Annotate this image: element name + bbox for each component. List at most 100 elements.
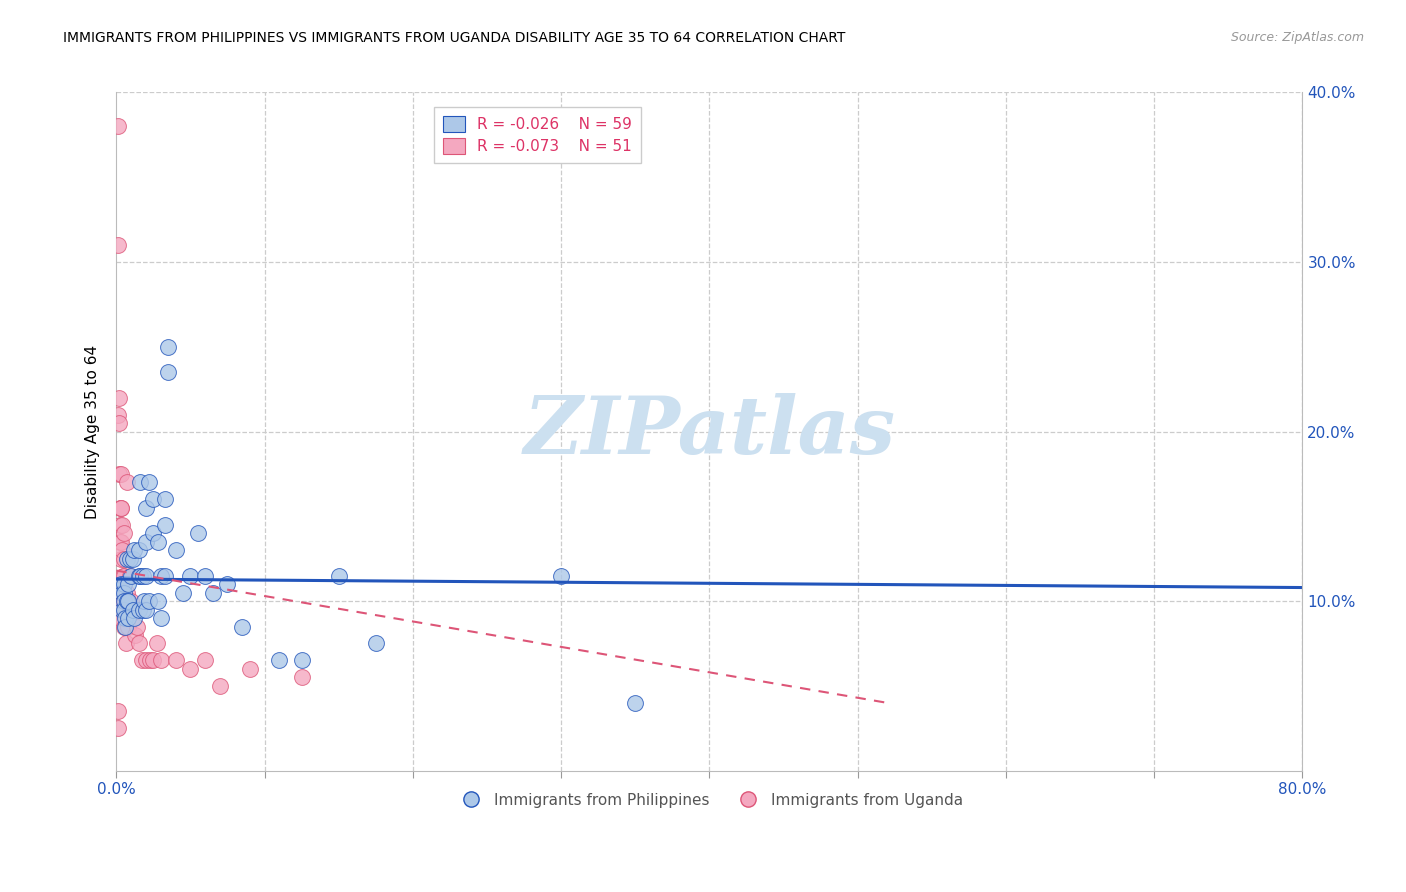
Point bbox=[125, 619, 148, 633]
Point bbox=[115, 594, 138, 608]
Point bbox=[115, 551, 138, 566]
Point bbox=[138, 475, 160, 490]
Legend: Immigrants from Philippines, Immigrants from Uganda: Immigrants from Philippines, Immigrants … bbox=[450, 787, 969, 814]
Point bbox=[115, 636, 138, 650]
Point bbox=[128, 602, 150, 616]
Point bbox=[114, 611, 136, 625]
Point bbox=[107, 120, 129, 134]
Point bbox=[165, 653, 187, 667]
Point bbox=[129, 568, 152, 582]
Point bbox=[120, 594, 142, 608]
Point bbox=[111, 602, 134, 616]
Point bbox=[112, 602, 135, 616]
Point bbox=[135, 653, 157, 667]
Point bbox=[117, 585, 139, 599]
Point bbox=[112, 551, 135, 566]
Point bbox=[131, 653, 153, 667]
Point bbox=[110, 551, 132, 566]
Point bbox=[117, 611, 139, 625]
Point bbox=[364, 636, 387, 650]
Point bbox=[117, 619, 139, 633]
Point bbox=[194, 568, 217, 582]
Point bbox=[122, 611, 145, 625]
Point bbox=[187, 526, 209, 541]
Point bbox=[121, 602, 143, 616]
Point bbox=[108, 416, 131, 430]
Text: Source: ZipAtlas.com: Source: ZipAtlas.com bbox=[1230, 31, 1364, 45]
Point bbox=[138, 653, 160, 667]
Point bbox=[624, 696, 647, 710]
Point bbox=[217, 577, 239, 591]
Point bbox=[129, 475, 152, 490]
Point bbox=[157, 365, 180, 379]
Point bbox=[128, 543, 150, 558]
Point bbox=[153, 568, 176, 582]
Point bbox=[107, 704, 129, 718]
Point bbox=[146, 534, 169, 549]
Point bbox=[135, 534, 157, 549]
Point bbox=[291, 670, 314, 684]
Point bbox=[121, 602, 143, 616]
Point bbox=[107, 408, 129, 422]
Point bbox=[122, 543, 145, 558]
Point bbox=[132, 602, 155, 616]
Point bbox=[231, 619, 253, 633]
Point bbox=[149, 611, 172, 625]
Point bbox=[114, 594, 136, 608]
Point bbox=[209, 679, 232, 693]
Point bbox=[179, 568, 201, 582]
Point bbox=[142, 492, 165, 507]
Point bbox=[120, 568, 142, 582]
Point bbox=[239, 662, 262, 676]
Point bbox=[269, 653, 291, 667]
Point bbox=[110, 534, 132, 549]
Point bbox=[110, 500, 132, 515]
Point bbox=[110, 577, 132, 591]
Point bbox=[110, 500, 132, 515]
Point bbox=[128, 636, 150, 650]
Point bbox=[165, 543, 187, 558]
Point bbox=[111, 543, 134, 558]
Point bbox=[110, 467, 132, 481]
Point bbox=[153, 492, 176, 507]
Point bbox=[111, 517, 134, 532]
Point bbox=[157, 340, 180, 354]
Point bbox=[112, 619, 135, 633]
Point bbox=[110, 585, 132, 599]
Point bbox=[135, 500, 157, 515]
Point bbox=[134, 594, 156, 608]
Point bbox=[172, 585, 194, 599]
Point bbox=[201, 585, 224, 599]
Point bbox=[179, 662, 201, 676]
Point bbox=[135, 568, 157, 582]
Point bbox=[124, 628, 146, 642]
Point bbox=[111, 568, 134, 582]
Point bbox=[112, 585, 135, 599]
Point bbox=[112, 577, 135, 591]
Point bbox=[117, 577, 139, 591]
Point bbox=[118, 568, 141, 582]
Point bbox=[112, 594, 135, 608]
Point bbox=[108, 391, 131, 405]
Point bbox=[115, 475, 138, 490]
Point bbox=[111, 585, 134, 599]
Point bbox=[138, 594, 160, 608]
Point bbox=[118, 551, 141, 566]
Point bbox=[107, 238, 129, 252]
Point bbox=[142, 526, 165, 541]
Point bbox=[108, 500, 131, 515]
Point bbox=[108, 534, 131, 549]
Point bbox=[146, 594, 169, 608]
Point bbox=[291, 653, 314, 667]
Point bbox=[149, 653, 172, 667]
Y-axis label: Disability Age 35 to 64: Disability Age 35 to 64 bbox=[86, 344, 100, 518]
Point bbox=[328, 568, 350, 582]
Point bbox=[146, 636, 169, 650]
Point bbox=[112, 526, 135, 541]
Text: ZIPatlas: ZIPatlas bbox=[523, 392, 896, 470]
Point bbox=[128, 568, 150, 582]
Point bbox=[108, 611, 131, 625]
Point bbox=[135, 602, 157, 616]
Point bbox=[111, 585, 134, 599]
Point bbox=[117, 594, 139, 608]
